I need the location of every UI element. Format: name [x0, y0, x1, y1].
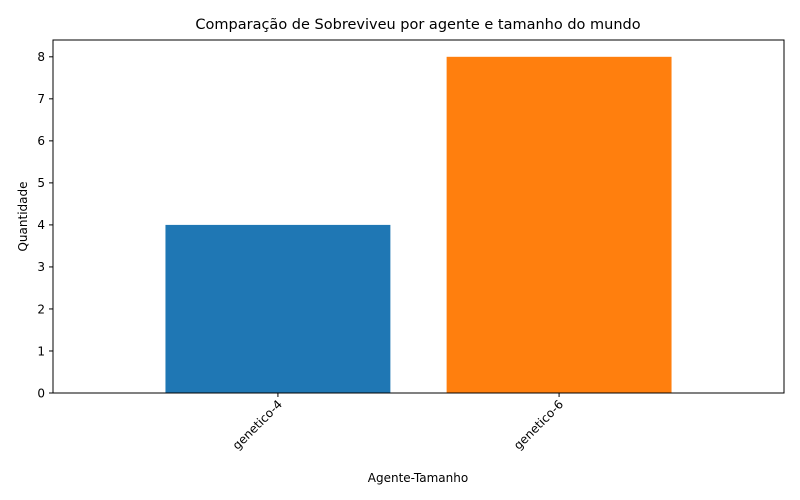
plot-frame [52, 39, 785, 394]
y-axis-ticks: 0 1 2 3 4 5 6 7 8 [37, 50, 53, 400]
bar-genetico-4 [165, 224, 391, 393]
bar-genetico-6 [446, 56, 672, 394]
y-tick-label: 1 [37, 344, 45, 358]
y-tick-label: 8 [37, 50, 45, 64]
y-tick-label: 3 [37, 260, 45, 274]
y-tick-label: 4 [37, 218, 45, 232]
y-tick-label: 0 [37, 386, 45, 400]
x-tick-label: genetico-4 [230, 397, 285, 452]
x-tick-label: genetico-6 [511, 397, 566, 452]
y-tick-label: 2 [37, 302, 45, 316]
y-tick-label: 7 [37, 92, 45, 106]
y-tick-label: 5 [37, 176, 45, 190]
y-tick-label: 6 [37, 134, 45, 148]
y-axis-label: Quantidade [16, 181, 30, 251]
chart-title: Comparação de Sobreviveu por agente e ta… [195, 17, 640, 33]
x-axis-label: Agente-Tamanho [368, 471, 468, 485]
bars-layer [165, 56, 672, 394]
x-axis-ticks: genetico-4 genetico-6 [230, 393, 566, 452]
